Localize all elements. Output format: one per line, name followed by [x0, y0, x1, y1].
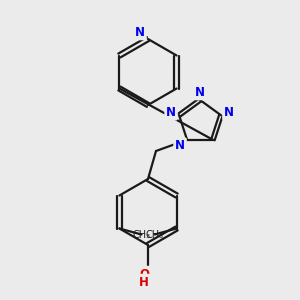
Text: N: N [195, 85, 205, 98]
Text: N: N [166, 106, 176, 119]
Text: O: O [139, 268, 149, 281]
Text: CH₃: CH₃ [133, 230, 151, 239]
Text: N: N [175, 139, 185, 152]
Text: CH₃: CH₃ [146, 230, 164, 239]
Text: N: N [135, 26, 145, 38]
Text: N: N [224, 106, 234, 119]
Text: H: H [139, 275, 149, 289]
